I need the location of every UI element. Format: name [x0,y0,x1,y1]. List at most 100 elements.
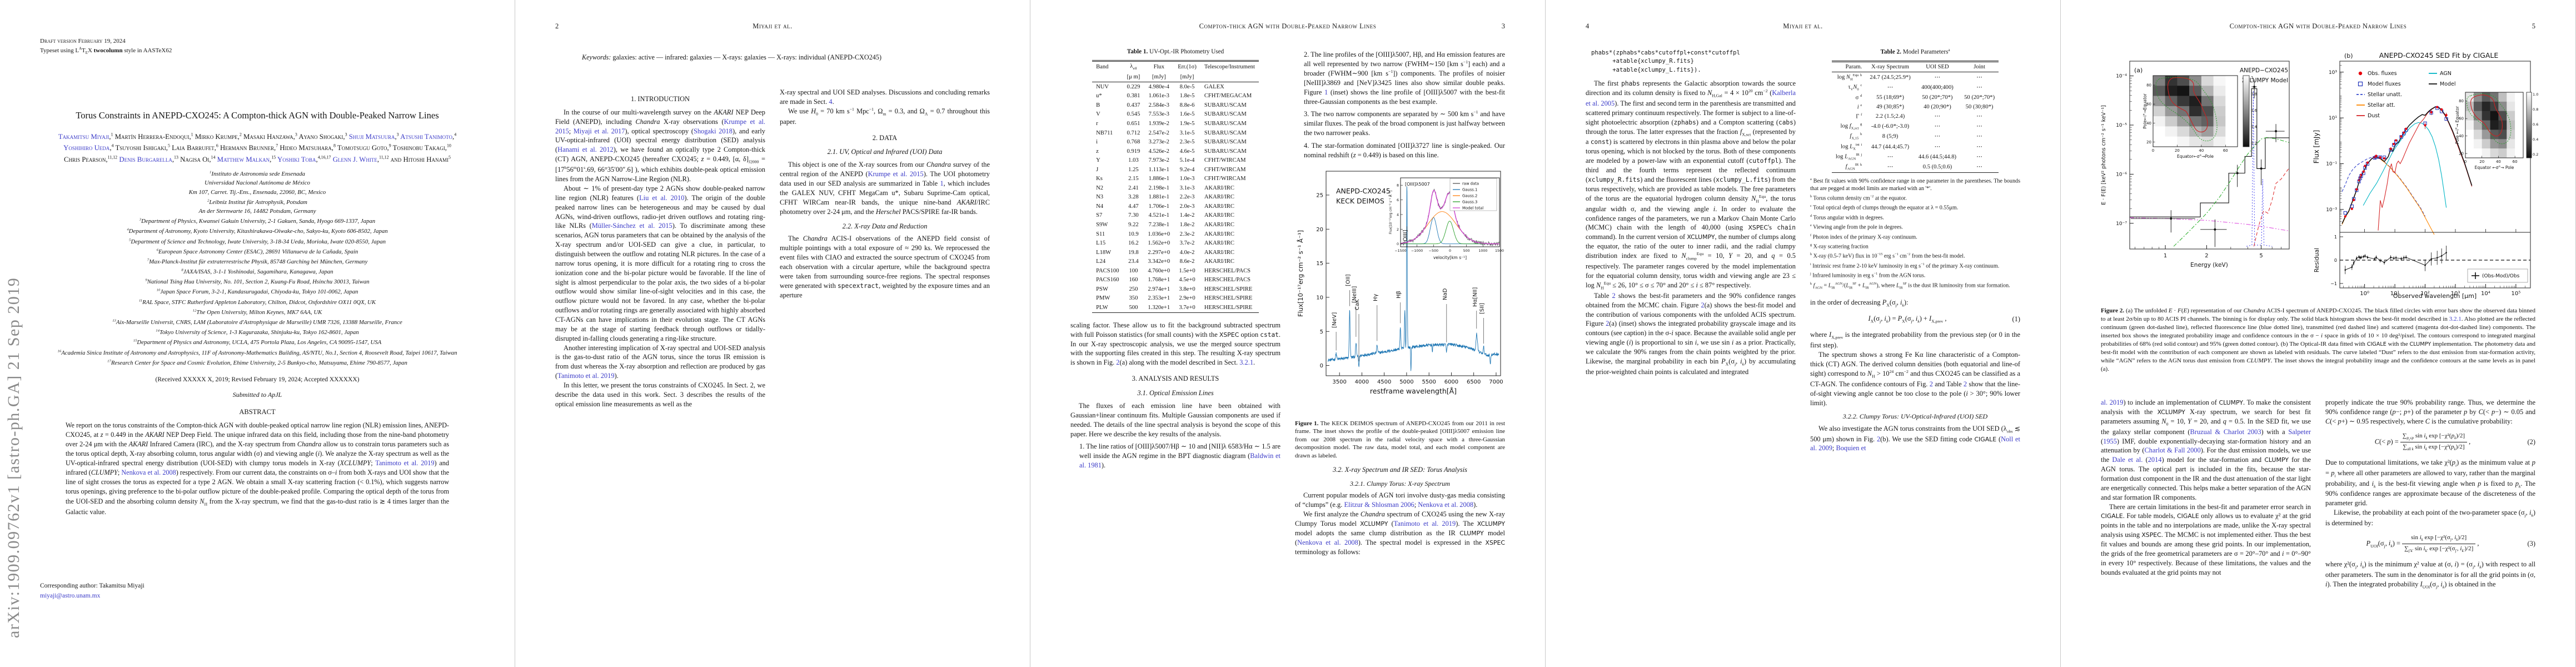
heat-cell [2498,92,2507,102]
table-cell: SUBARU/SCAM [1204,111,1247,118]
column-unit: [mJy] [1180,73,1194,80]
table-cell: 0.651 [1127,121,1140,127]
page-number: 3 [1501,22,1505,30]
inset-x-tick-label: 40 [2199,148,2204,153]
table-cell: 2.297e+0 [1148,249,1170,256]
block-p: Another interesting implication of X-ray… [555,344,765,380]
table-row: L18W 19.8 2.297e+0 4.0e-2 AKARI/IRC [1092,248,1259,257]
x-tick-label: 5500 [1422,379,1436,385]
legend-box [1449,178,1497,211]
heat-cell [2490,130,2499,140]
inset-y-tick-label: 20 [2459,152,2464,156]
author-name: Atsushi Tanimoto [400,132,452,141]
block-p: Table 2 shows the best-fit parameters an… [1586,291,1796,376]
column-header: Flux [1153,63,1164,70]
block-item: 3. The two narrow components are separat… [1304,109,1505,137]
table-cell: SUBARU/SCAM [1204,139,1247,146]
block-p: In this letter, we present the torus con… [555,381,765,408]
block-p: scaling factor. These allow us to fit th… [1070,321,1280,367]
table-cell: SUBARU/SCAM [1204,130,1247,136]
figure-1-optical-spectrum: 3500 4000 4500 5000 5500 6000 6500 700005101520… [1296,171,1504,395]
keywords: Keywords: galaxies: active — infrared: g… [582,53,882,61]
data-point [2170,217,2173,220]
table-row: Y 1.03 7.973e-2 5.1e-4 CFHT/WIRCAM [1092,156,1259,166]
inset-y-label: Pole←i°→Equator [2142,93,2148,128]
submitted-line: Submitted to ApJL [232,390,282,399]
author-affil-ref: ,13 [172,155,178,163]
heat-cell [2490,139,2499,149]
residual-point [2403,257,2405,259]
figure-2: 1 2 5 10⁻⁴ 10⁻⁵ 10⁻⁶ 10⁻⁷ (a) ANEPD−CXO245 XCL… [2092,49,2544,299]
sed-curve-model [2341,106,2473,224]
axes-frame [2129,61,2290,250]
table-cell: 1.25 [1128,166,1139,173]
colorbar-label: 0.4 [2251,125,2258,130]
residual-point [2379,260,2381,262]
legend-label: Stellar unatt. [2368,92,2402,98]
column-header: X-ray Spectrum [1871,63,1910,70]
table-cell: 4.0e-2 [1179,249,1195,256]
block-item: 1. The line ratios of [OIII]λ5007/Hβ ∼ 1… [1079,442,1280,470]
author-affil-ref: ,7 [274,143,278,152]
author-name: Denis Burgarella [119,155,172,163]
data-point [2275,130,2278,133]
table-cell: 7.238e-1 [1148,222,1169,228]
plot-title: ANEPD-CXO245 SED Fit by CIGALE [2379,51,2499,59]
heat-cell [2213,116,2226,127]
table-cell: 9.22 [1128,222,1139,228]
table-cell: 23.4 [1128,258,1139,265]
units-row: [μ m] [mJy] [mJy] [1092,72,1259,82]
heat-cell [2465,111,2474,121]
inset-y-tick-label: 2 [1397,228,1399,232]
affiliation: 8JAXA/ISAS, 3-1-1 Yoshinodai, Sagamihara… [181,268,333,276]
table-cell: 2.974e+1 [1148,286,1170,292]
email-link[interactable]: miyaji@astro.unam.mx [40,593,101,600]
block-p: There are certain limitations in the bes… [2101,502,2311,576]
heat-cell [2507,120,2515,130]
header-row: Band λeff Flux Err.(1σ) Telescope/Instrument [1092,61,1259,72]
y-tick-label: 10⁻⁷ [2116,221,2127,227]
author-affil-ref: ,3 [293,132,297,141]
colorbar-label: 0.2 [2533,152,2538,157]
model-curve-transmitted [2253,167,2290,247]
table-body: NUV 0.229 4.980e-4 8.0e-5 GALEX u* 0.381 1.061e… [1092,82,1259,313]
table-footnote: c Total optical depth of clumps through … [1810,204,1959,211]
running-head: Compton-thick AGN with Double-Peaked Nar… [1199,22,1377,30]
table-cell: SUBARU/SCAM [1204,102,1247,108]
residual-y-tick-label: −1 [2330,281,2337,286]
emission-line-label: [SII] [1479,303,1486,314]
table-row: z 0.919 4.526e-2 4.6e-5 SUBARU/SCAM [1092,147,1259,156]
table-cell: ⋯ [1934,113,1941,120]
heat-cell [2473,148,2483,158]
x-tick-label: 10⁰ [2360,291,2369,297]
block-p: properly indicate the true 90% probabili… [2325,399,2535,425]
inset-x-tick-label: 40 [2496,160,2501,164]
affiliation: 14Tokyo University of Science, 1-3 Kagur… [156,328,359,336]
y-tick-label: 10³ [2329,70,2337,76]
model-flux-point [2343,211,2347,215]
heat-cell [2473,120,2483,130]
affiliation: 5Department of Science and Technology, I… [128,237,386,245]
inset-y-tick-label: 80 [2146,83,2151,88]
table-cell: AKARI/IRC [1204,194,1234,201]
heat-cell [2153,76,2165,86]
residual-point [2395,257,2397,259]
column-left: al. 2019) to include an implementation o… [2101,398,2311,653]
obs-flux-point [2395,139,2398,142]
table-cell: PACS160 [1096,277,1119,283]
x-tick-label: 6500 [1467,379,1481,385]
model-flux-point [2378,155,2382,159]
residual-point [2445,252,2447,253]
table-cell: ⋯ [1934,143,1941,150]
obs-flux-point [2362,170,2365,173]
table-cell: 8.0e-5 [1179,83,1195,90]
table-row: log NHEqu b 24.7 (24.5;25.9*) ⋯ ⋯ [1832,72,1999,83]
data-table: Band λeff Flux Err.(1σ) Telescope/Instrument… [1092,60,1259,313]
table-cell: 1.6e-5 [1179,111,1195,118]
author-name: Shuji Matsuura [348,132,395,141]
y-tick-label: 10⁻⁵ [2116,123,2127,128]
table-row: i 0.768 3.273e-2 2.3e-5 SUBARU/SCAM [1092,138,1259,147]
table-cell: i [1096,139,1098,146]
table-footnote: j Infrared luminosity in erg s−1 from th… [1810,272,1926,279]
